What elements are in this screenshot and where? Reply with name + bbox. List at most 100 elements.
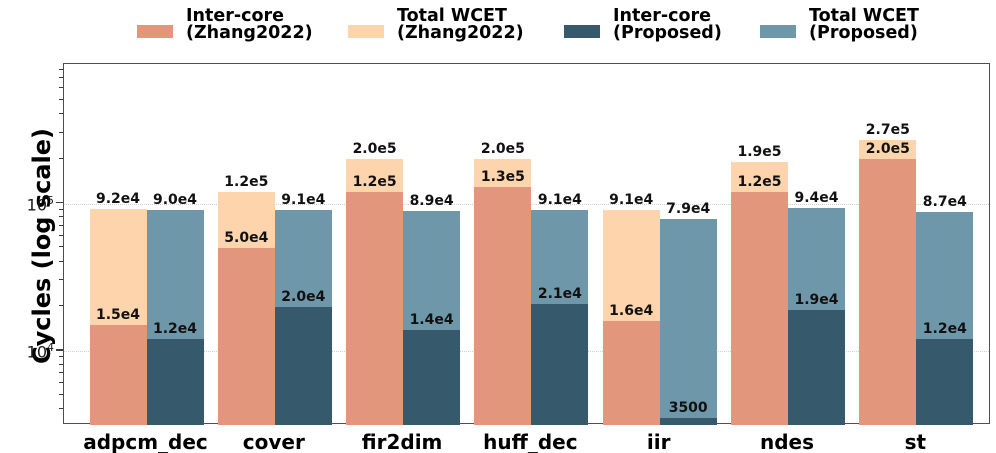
- legend-label: Inter-core (Zhang2022): [186, 6, 313, 42]
- y-minor-tick: [59, 372, 63, 374]
- bar-value-label: 3500: [668, 400, 708, 417]
- legend-label-line1: Inter-core: [186, 6, 284, 26]
- bar-value-label: 7.9e4: [666, 200, 711, 217]
- legend-item: Inter-core (Zhang2022): [137, 6, 313, 42]
- y-axis-label: Cycles (log scale): [28, 127, 56, 365]
- bar-inter-core-zhang2022-cover: [217, 247, 275, 425]
- y-tick-exponent: 4: [47, 341, 54, 354]
- legend-label-line1: Inter-core: [613, 6, 711, 26]
- bar-inter-core-zhang2022-adpcm_dec: [89, 325, 147, 425]
- y-minor-tick: [59, 260, 63, 262]
- legend-label-line1: Total WCET: [397, 6, 507, 26]
- y-minor-tick: [59, 224, 63, 226]
- y-minor-tick: [59, 87, 63, 89]
- y-major-tick: [56, 349, 63, 351]
- x-tick-label-adpcm_dec: adpcm_dec: [83, 430, 208, 453]
- y-major-tick: [56, 201, 63, 204]
- bar-value-label: 1.9e4: [794, 291, 839, 308]
- bar-inter-core-zhang2022-st: [859, 159, 917, 425]
- legend-label-line2: (Proposed): [613, 23, 722, 43]
- bar-inter-core-proposed-adpcm_dec: [146, 339, 204, 425]
- bar-value-label: 1.2e5: [352, 173, 397, 190]
- plot-area: 9.2e4 9.0e4 1.5e4 1.2e4 1.2e5 9.1e4 5.0e4 2.0e4…: [63, 63, 990, 425]
- bar-value-label: 1.2e4: [922, 321, 967, 338]
- bar-value-label: 2.1e4: [537, 285, 582, 302]
- y-minor-tick: [59, 408, 63, 410]
- y-minor-tick: [59, 98, 63, 100]
- y-tick-label: 105: [26, 193, 54, 214]
- bar-value-label: 9.0e4: [152, 192, 198, 209]
- legend-label: Total WCET (Zhang2022): [397, 6, 524, 42]
- bar-value-label: 2.7e5: [865, 121, 910, 138]
- legend-item: Total WCET (Proposed): [760, 6, 919, 42]
- legend-swatch: [137, 25, 173, 38]
- bar-value-label: 8.9e4: [409, 193, 454, 209]
- bar-inter-core-proposed-iir: [659, 418, 717, 425]
- bar-inter-core-zhang2022-huff_dec: [474, 186, 532, 425]
- y-minor-tick: [59, 68, 63, 70]
- bar-inter-core-zhang2022-fir2dim: [346, 191, 404, 425]
- y-minor-tick: [59, 363, 63, 365]
- bar-total-wcet-proposed-iir: [659, 218, 717, 425]
- y-minor-tick: [59, 279, 63, 281]
- legend-label-line2: (Zhang2022): [397, 23, 524, 43]
- legend-label: Inter-core (Proposed): [613, 6, 722, 42]
- bar-value-label: 1.3e5: [480, 168, 525, 185]
- bar-value-label: 2.0e5: [480, 141, 525, 158]
- x-tick-label-iir: iir: [646, 430, 671, 453]
- legend-label: Total WCET (Proposed): [809, 6, 919, 42]
- y-tick-label: 104: [26, 341, 54, 362]
- y-minor-tick: [59, 131, 63, 133]
- bar-inter-core-proposed-ndes: [788, 309, 845, 425]
- legend-swatch: [760, 25, 796, 38]
- y-minor-tick: [59, 77, 63, 79]
- bar-value-label: 1.4e4: [409, 311, 454, 328]
- bar-inter-core-proposed-cover: [274, 306, 332, 425]
- legend-item: Total WCET (Zhang2022): [348, 6, 524, 42]
- y-minor-tick: [59, 356, 63, 358]
- legend-swatch: [564, 25, 600, 38]
- y-minor-tick: [59, 246, 63, 248]
- x-tick-label-st: st: [904, 430, 927, 453]
- legend-label-line1: Total WCET: [809, 6, 919, 26]
- bar-inter-core-zhang2022-ndes: [731, 191, 788, 425]
- bar-value-label: 1.5e4: [95, 307, 141, 323]
- legend-swatch: [348, 25, 384, 38]
- bar-value-label: 9.1e4: [537, 191, 582, 208]
- x-tick-label-cover: cover: [242, 430, 305, 453]
- y-minor-tick: [59, 208, 63, 210]
- bar-value-label: 1.2e5: [224, 173, 269, 190]
- bar-value-label: 1.2e4: [152, 321, 198, 338]
- bar-value-label: 1.6e4: [609, 302, 654, 319]
- bar-value-label: 9.4e4: [794, 189, 839, 206]
- legend-item: Inter-core (Proposed): [564, 6, 722, 42]
- bar-inter-core-zhang2022-iir: [602, 320, 660, 425]
- bar-value-label: 1.2e5: [737, 173, 782, 190]
- bar-value-label: 8.7e4: [922, 194, 967, 211]
- bar-value-label: 5.0e4: [224, 229, 269, 246]
- bar-value-label: 1.9e5: [737, 144, 782, 161]
- bar-inter-core-proposed-huff_dec: [531, 303, 589, 425]
- y-minor-tick: [59, 305, 63, 307]
- y-minor-tick: [59, 157, 63, 159]
- y-tick-exponent: 5: [47, 193, 54, 207]
- y-minor-tick: [59, 113, 63, 115]
- bar-value-label: 2.0e4: [281, 288, 326, 305]
- x-tick-label-ndes: ndes: [759, 430, 815, 453]
- y-minor-tick: [59, 234, 63, 236]
- legend-label-line2: (Zhang2022): [186, 23, 313, 43]
- bar-value-label: 2.0e5: [352, 141, 397, 158]
- y-minor-tick: [59, 216, 63, 218]
- bar-value-label: 2.0e5: [865, 141, 910, 158]
- bar-value-label: 9.1e4: [609, 191, 654, 208]
- y-minor-tick: [59, 382, 63, 384]
- bar-inter-core-proposed-fir2dim: [403, 329, 461, 425]
- bar-value-label: 9.1e4: [281, 191, 326, 208]
- legend: Inter-core (Zhang2022) Total WCET (Zhang202…: [0, 0, 996, 60]
- x-tick-label-fir2dim: fir2dim: [361, 430, 443, 453]
- bar-value-label: 9.2e4: [95, 190, 141, 207]
- legend-label-line2: (Proposed): [809, 23, 918, 43]
- x-tick-label-huff_dec: huff_dec: [483, 430, 578, 453]
- y-minor-tick: [59, 393, 63, 395]
